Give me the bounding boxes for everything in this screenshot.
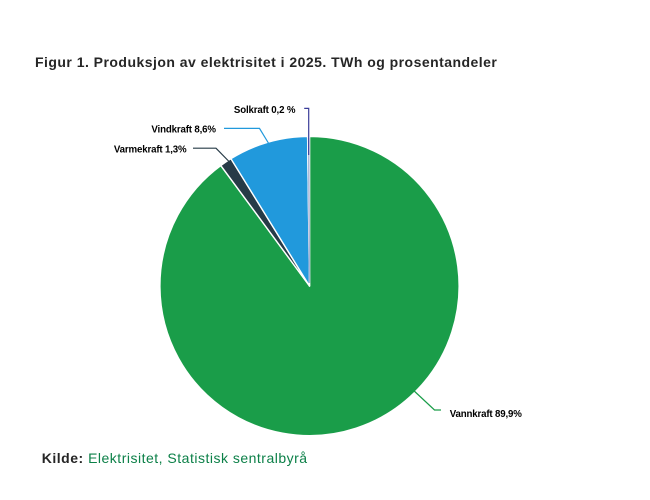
svg-text:Vindkraft 8,6%: Vindkraft 8,6%: [151, 125, 216, 136]
svg-text:Varmekraft 1,3%: Varmekraft 1,3%: [114, 145, 187, 156]
svg-text:Vannkraft 89,9%: Vannkraft 89,9%: [450, 409, 523, 420]
svg-text:Figur 1. Produksjon av elektri: Figur 1. Produksjon av elektrisitet i 20…: [35, 54, 497, 70]
svg-text:Solkraft 0,2 %: Solkraft 0,2 %: [234, 105, 296, 116]
svg-text:Kilde: Elektrisitet, Statistis: Kilde: Elektrisitet, Statistisk sentralb…: [42, 450, 308, 466]
